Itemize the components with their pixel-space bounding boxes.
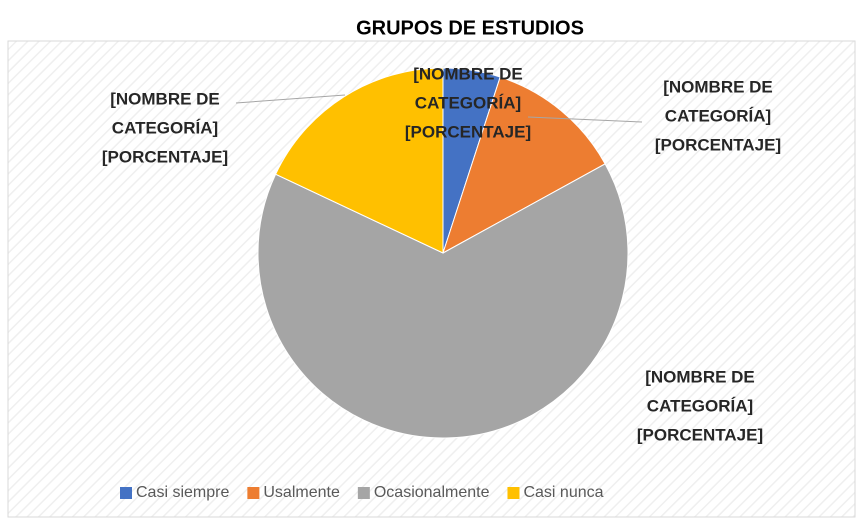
pie bbox=[257, 67, 629, 439]
pie-slice bbox=[442, 76, 606, 255]
data-label: [PORCENTAJE] bbox=[405, 122, 531, 141]
data-label: [NOMBRE DE bbox=[645, 367, 755, 386]
data-label: CATEGORÍA] bbox=[112, 118, 218, 137]
legend-label: Usalmente bbox=[263, 484, 340, 501]
chart-title: GRUPOS DE ESTUDIOS bbox=[356, 17, 584, 39]
legend-swatch bbox=[120, 487, 132, 499]
data-label: [PORCENTAJE] bbox=[655, 135, 781, 154]
legend-label: Casi nunca bbox=[523, 484, 603, 501]
leader-line bbox=[235, 94, 346, 104]
data-label: CATEGORÍA] bbox=[415, 93, 521, 112]
legend-swatch bbox=[357, 487, 370, 499]
legend-label: Casi siempre bbox=[136, 484, 229, 501]
data-label: [NOMBRE DE bbox=[663, 77, 773, 96]
pie-slice bbox=[257, 163, 629, 439]
data-label: [PORCENTAJE] bbox=[102, 147, 228, 166]
legend-label: Ocasionalmente bbox=[374, 484, 490, 501]
legend-swatch bbox=[507, 487, 520, 499]
data-label: CATEGORÍA] bbox=[665, 106, 771, 125]
data-label: [NOMBRE DE bbox=[110, 89, 220, 108]
data-label: [PORCENTAJE] bbox=[637, 425, 763, 444]
leader-line bbox=[527, 116, 643, 123]
data-label: CATEGORÍA] bbox=[647, 396, 753, 415]
data-labels: [NOMBRE DE CATEGORÍA] [PORCENTAJE] [NOMBRE … bbox=[102, 64, 781, 444]
data-label: [NOMBRE DE bbox=[413, 64, 523, 83]
legend-swatch bbox=[247, 487, 260, 499]
pie-slice bbox=[274, 67, 444, 254]
legend: Casi siempre Usalmente Ocasionalmente Casi … bbox=[120, 484, 604, 501]
